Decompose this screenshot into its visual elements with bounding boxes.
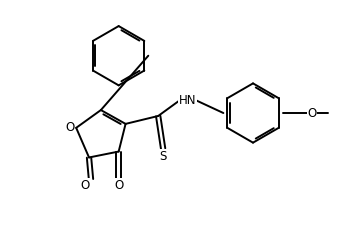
Text: O: O	[66, 121, 75, 134]
Text: O: O	[308, 106, 317, 120]
Text: HN: HN	[179, 94, 197, 107]
Text: S: S	[159, 150, 167, 163]
Text: O: O	[114, 179, 123, 192]
Text: O: O	[80, 179, 90, 192]
